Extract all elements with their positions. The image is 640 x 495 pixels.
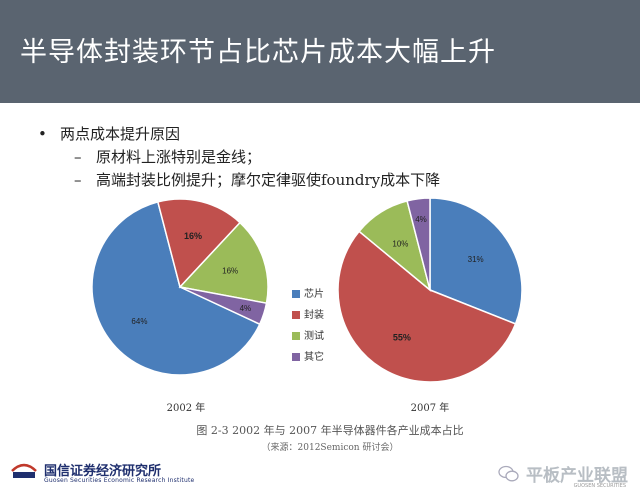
- legend-label-1: 封装: [304, 308, 324, 321]
- pie-1-data-label-2: 10%: [392, 239, 408, 248]
- company-logo-subtext: Guosen Securities Economic Research Inst…: [44, 477, 195, 484]
- legend-swatch-3: [292, 353, 300, 361]
- dash-icon: –: [74, 171, 82, 189]
- legend-label-3: 其它: [304, 350, 324, 363]
- legend-label-0: 芯片: [304, 287, 324, 300]
- sub-bullet-2: – 高端封装比例提升；摩尔定律驱使foundry成本下降: [74, 169, 440, 192]
- figure-source: （来源：2012Semicon 研讨会）: [262, 441, 399, 453]
- pie-label-2007: 2007 年: [411, 401, 450, 414]
- legend-swatch-2: [292, 332, 300, 340]
- figure-caption: 图 2-3 2002 年与 2007 年半导体器件各产业成本占比: [196, 423, 463, 437]
- watermark: 平板产业联盟: [498, 461, 628, 486]
- bullet-main-text: 两点成本提升原因: [60, 125, 181, 143]
- pie-0-data-label-1: 16%: [184, 231, 202, 241]
- pie-1-slice-1: [337, 230, 517, 383]
- bullet-list: • 两点成本提升原因 – 原材料上涨特别是金线； – 高端封装比例提升；摩尔定律驱使…: [38, 123, 440, 192]
- slide-header: 半导体封装环节占比芯片成本大幅上升: [0, 0, 640, 103]
- pie-0-slice-2: [178, 221, 269, 305]
- sub-bullet-1-text: 原材料上涨特别是金线；: [96, 148, 262, 166]
- pie-label-2002: 2002 年: [167, 401, 206, 414]
- slide-footer: 国信证券经济研究所 Guosen Securities Economic Res…: [0, 455, 640, 495]
- legend-swatch-1: [292, 311, 300, 319]
- watermark-text: 平板产业联盟: [526, 466, 628, 486]
- pie-0-data-label-2: 16%: [222, 267, 238, 276]
- bullet-dot-icon: •: [38, 125, 47, 143]
- pie-1-slice-0: [429, 197, 523, 325]
- pie-1-data-label-0: 31%: [468, 255, 484, 264]
- wechat-icon: [498, 465, 519, 481]
- pie-1-slice-3: [406, 197, 431, 291]
- watermark-subtext: GUOSEN SECURITIES: [573, 483, 626, 489]
- company-logo-text: 国信证券经济研究所: [44, 464, 162, 479]
- pie-1-data-label-1: 55%: [393, 333, 411, 343]
- pie-0-slice-0: [91, 200, 261, 376]
- sub-bullet-1: – 原材料上涨特别是金线；: [74, 146, 440, 169]
- bullet-main: • 两点成本提升原因: [38, 123, 440, 146]
- dash-icon: –: [74, 148, 82, 166]
- pie-0-slice-1: [156, 198, 242, 289]
- pie-chart-2007: 31% 55% 10% 4%: [337, 197, 523, 383]
- guosen-logo-icon: [11, 463, 37, 478]
- legend-swatch-0: [292, 290, 300, 298]
- legend-label-2: 测试: [304, 329, 324, 342]
- pie-1-data-label-3: 4%: [415, 215, 427, 224]
- sub-bullet-2-text: 高端封装比例提升；摩尔定律驱使foundry成本下降: [96, 171, 441, 189]
- pie-0-data-label-0: 64%: [131, 317, 147, 326]
- slide-title: 半导体封装环节占比芯片成本大幅上升: [20, 37, 496, 68]
- pie-0-data-label-3: 4%: [240, 304, 252, 313]
- pie-chart-2002: 64% 16% 16% 4%: [91, 198, 269, 376]
- pie-0-slice-3: [179, 286, 268, 326]
